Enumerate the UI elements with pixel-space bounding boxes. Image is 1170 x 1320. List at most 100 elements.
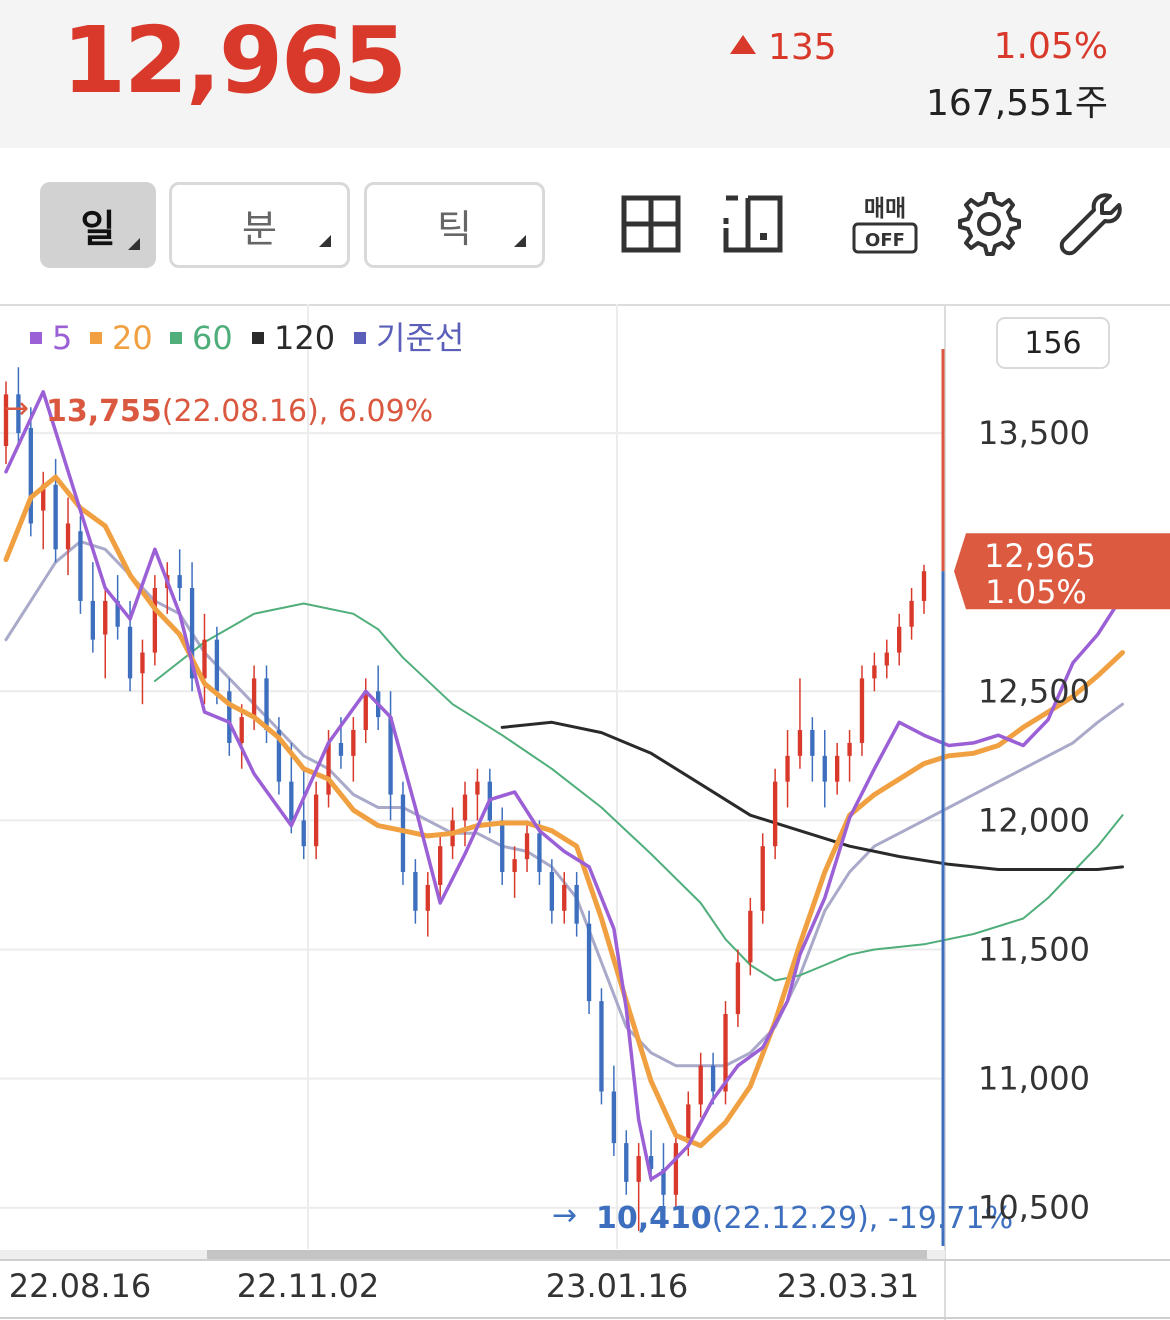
price-chart[interactable]: 5 20 60 120 기준선 156 → 13,755(22.08.16), … (0, 304, 1170, 1320)
split-layout-icon[interactable] (718, 188, 788, 258)
trade-off-icon[interactable]: 매매 OFF (850, 188, 920, 258)
candle-body (363, 691, 368, 731)
candle-body (351, 730, 356, 756)
x-tick-label: 23.03.31 (777, 1267, 920, 1305)
candle-body (202, 639, 207, 679)
high-marker: → 13,755(22.08.16), 6.09% (4, 391, 433, 429)
candle-body (847, 742, 852, 756)
period-day-button[interactable]: 일 (40, 182, 156, 268)
candle-body (797, 730, 803, 756)
candle-body (772, 781, 778, 847)
candle-body (748, 910, 753, 963)
candle-body (897, 626, 902, 653)
candle-body (500, 820, 505, 873)
legend-swatch-ma20 (90, 332, 102, 344)
candle-body (537, 833, 542, 873)
price-tag-rate: 1.05% (985, 573, 1087, 611)
high-marker-arrow: → (4, 391, 29, 426)
candlestick-chart[interactable]: 5 20 60 120 기준선 156 → 13,755(22.08.16), … (0, 304, 1170, 1320)
candle-body (438, 846, 443, 885)
period-minute-button[interactable]: 분 (169, 182, 350, 268)
candle-body (549, 872, 555, 911)
candle-body (53, 484, 58, 550)
up-arrow-icon (730, 34, 756, 54)
candle-body (735, 962, 741, 1015)
candle-body (239, 717, 244, 743)
candle-body (648, 1156, 654, 1169)
visible-count-box[interactable] (996, 317, 1110, 369)
candle-body (822, 755, 827, 782)
candle-body (400, 794, 406, 873)
x-tick-label: 22.11.02 (237, 1267, 380, 1305)
candle-body (884, 652, 889, 666)
chart-toolbar: 일 분 틱 매매 OFF (0, 148, 1170, 304)
candle-body (785, 755, 790, 782)
base-line-path (4, 540, 1124, 1068)
candle-body (3, 394, 9, 447)
candle-body (16, 394, 21, 434)
dropdown-corner-icon (514, 235, 526, 247)
low-marker-value: 10,410 (596, 1201, 712, 1236)
x-tick-label: 23.01.16 (546, 1267, 689, 1305)
legend-base-line: 기준선 (376, 319, 464, 357)
candle-body (413, 872, 418, 911)
ma5-series (4, 390, 1125, 1182)
ma60-series (153, 602, 1124, 982)
wrench-icon[interactable] (1054, 188, 1124, 258)
x-tick-label: 22.08.16 (9, 1267, 152, 1305)
ma20-line (3, 474, 1125, 1149)
legend-ma5: 5 (52, 319, 72, 357)
candle-body (723, 1014, 728, 1092)
y-tick-label: 12,000 (978, 801, 1090, 839)
low-marker-detail: (22.12.29), -19.71% (712, 1201, 1013, 1236)
price-change: 135 (730, 22, 837, 72)
legend-swatch-ma120 (252, 332, 264, 344)
legend-swatch-base-line (354, 332, 366, 344)
candle-body (425, 884, 430, 911)
high-marker-value: 13,755 (46, 394, 162, 429)
price-tag-value: 12,965 (984, 537, 1096, 575)
x-axis: 22.08.16 22.11.02 23.01.16 23.03.31 (9, 1267, 920, 1305)
candle-body (289, 781, 294, 821)
current-price-tag: 12,965 1.05% (954, 533, 1170, 611)
ma5-line (4, 390, 1125, 1182)
high-marker-detail: (22.08.16), 6.09% (162, 394, 433, 429)
ma120-series (500, 720, 1124, 871)
candle-body (140, 652, 145, 674)
period-tick-button[interactable]: 틱 (364, 182, 545, 268)
candle-body (562, 884, 567, 911)
candle-body (462, 794, 468, 821)
candle-body (872, 665, 877, 679)
low-marker-arrow: → (552, 1198, 577, 1233)
candles (3, 367, 927, 1231)
scroll-thumb[interactable] (207, 1250, 927, 1260)
candle-body (189, 588, 195, 679)
candle-body (661, 1168, 666, 1195)
candle-body (301, 820, 306, 847)
svg-text:10,410(22.12.29), -19.71%: 10,410(22.12.29), -19.71% (596, 1201, 1013, 1236)
candle-body (227, 691, 232, 743)
y-tick-label: 10,500 (978, 1189, 1090, 1227)
gear-icon[interactable] (952, 188, 1022, 258)
price-change-value: 135 (768, 26, 837, 68)
candle-body (152, 588, 158, 653)
candle-body (624, 1143, 629, 1182)
candle-body (264, 678, 269, 731)
y-tick-label: 11,000 (978, 1060, 1090, 1098)
quote-header: 12,965 135 1.05% 167,551주 (0, 0, 1170, 148)
price-tag-shape (954, 533, 1170, 610)
legend-ma20: 20 (112, 319, 153, 357)
candle-body (65, 523, 71, 550)
candle-body (524, 833, 530, 860)
trade-badge-top: 매매 (864, 196, 906, 222)
y-tick-label: 12,500 (978, 672, 1090, 710)
candle-body (78, 531, 83, 601)
candle-body (698, 1065, 703, 1105)
grid-layout-icon[interactable] (616, 188, 686, 258)
trade-volume: 167,551주 (926, 83, 1108, 124)
candle-body (859, 678, 865, 743)
candle-body (921, 571, 927, 601)
candle-body (41, 484, 46, 511)
candle-body (475, 781, 480, 795)
candle-body (611, 1091, 617, 1144)
